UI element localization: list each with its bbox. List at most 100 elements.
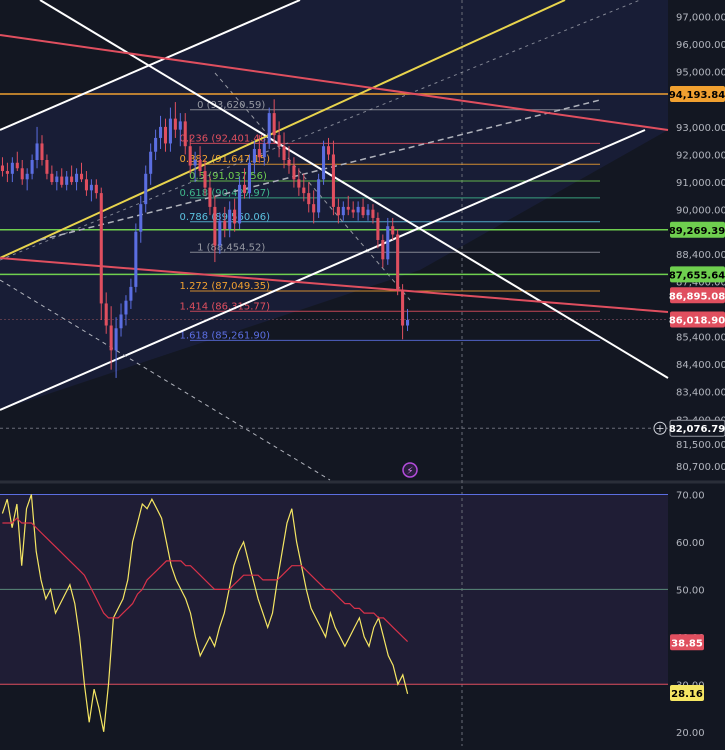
candle-body xyxy=(386,226,390,260)
candle-body xyxy=(381,240,385,260)
candle-body xyxy=(208,187,212,207)
price-axis-tick: 96,000.00 xyxy=(676,40,725,51)
candle-body xyxy=(233,209,237,224)
red-trend-line xyxy=(0,34,669,131)
price-axis-tick: 80,700.00 xyxy=(676,462,725,473)
candle-body xyxy=(89,184,93,191)
candle-body xyxy=(252,148,256,163)
channel-upper-line xyxy=(0,0,301,131)
candle-body xyxy=(144,173,148,205)
candle-body xyxy=(336,206,340,216)
candle-body xyxy=(228,209,232,229)
rsi-label-text: 28.16 xyxy=(671,689,703,700)
candle-body xyxy=(79,173,84,180)
yellow-trend-line xyxy=(0,0,566,259)
price-label-badge xyxy=(670,221,725,238)
candle-body xyxy=(25,173,29,180)
price-label-badge xyxy=(670,287,725,304)
candle-body xyxy=(223,220,227,229)
candle-body xyxy=(5,171,9,174)
candle-body xyxy=(104,303,108,326)
rsi-axis-tick: 70.00 xyxy=(676,490,705,501)
candle-body xyxy=(405,320,410,326)
price-label-text: 82,076.79 xyxy=(669,424,725,435)
candle-body xyxy=(99,193,103,304)
candle-body xyxy=(356,206,360,213)
candle-body xyxy=(119,314,123,329)
candle-body xyxy=(139,204,143,232)
candle-body xyxy=(242,184,247,194)
candle-body xyxy=(149,151,153,174)
candle-body xyxy=(238,184,242,224)
candle-body xyxy=(188,146,192,166)
candle-body xyxy=(75,173,79,183)
fib-level-label: 0.382 (91,647.15) xyxy=(180,154,271,165)
rsi-axis-tick: 50.00 xyxy=(676,585,705,596)
price-axis-tick: 88,400.00 xyxy=(676,250,725,261)
candle-body xyxy=(193,160,197,166)
candle-body xyxy=(114,328,118,351)
candle-body xyxy=(361,206,365,216)
candle-body xyxy=(351,209,355,213)
price-axis-tick: 81,500.00 xyxy=(676,440,725,451)
candle-body xyxy=(267,113,271,144)
rsi-label-badge xyxy=(670,685,704,702)
channel-lower-line xyxy=(0,129,646,411)
candle-body xyxy=(331,154,335,207)
red-trend-line xyxy=(0,257,669,313)
candle-body xyxy=(396,234,400,290)
candle-body xyxy=(45,160,49,174)
candle-body xyxy=(287,160,291,166)
fib-level-label: 0.5 (91,037.56) xyxy=(189,171,267,182)
fib-trend-line xyxy=(214,72,411,301)
price-axis-tick: 97,000.00 xyxy=(676,13,725,24)
fib-level-label: 0 (93,620.59) xyxy=(197,100,265,111)
candle-body xyxy=(317,179,321,213)
candle-body xyxy=(183,121,187,147)
dashed-trend-line xyxy=(0,0,641,261)
candle-body xyxy=(297,179,301,188)
price-label-text: 89,269.39 xyxy=(669,226,725,237)
candle-body xyxy=(94,184,98,194)
fib-level-label: 0.236 (92,401.48) xyxy=(180,133,271,144)
candle-body xyxy=(129,286,133,301)
price-label-text: 94,193.84 xyxy=(669,90,725,101)
dashed-trend-line xyxy=(39,99,601,241)
candle-body xyxy=(391,226,395,235)
price-axis-tick: 84,400.00 xyxy=(676,360,725,371)
candle-body xyxy=(84,179,88,191)
candle-body xyxy=(371,209,375,218)
price-label-text: 87,655.64 xyxy=(669,270,725,281)
fib-level-label: 1.272 (87,049.35) xyxy=(180,281,271,292)
candle-body xyxy=(262,143,266,158)
lightning-icon: ⚡ xyxy=(406,466,413,477)
candle-body xyxy=(326,146,331,155)
candle-body xyxy=(366,209,370,216)
candle-body xyxy=(0,165,5,172)
candle-body xyxy=(50,173,54,183)
candle-body xyxy=(203,171,207,188)
candle-body xyxy=(168,118,172,144)
price-label-badge xyxy=(670,311,725,328)
rsi-label-text: 38.85 xyxy=(671,638,703,649)
price-label-badge xyxy=(669,419,725,437)
candle-body xyxy=(70,176,74,183)
candle-body xyxy=(35,143,39,160)
candle-body xyxy=(124,300,128,315)
fib-level-label: 1.618 (85,261.90) xyxy=(180,330,271,341)
candle-body xyxy=(20,168,24,180)
candle-body xyxy=(173,118,177,130)
candle-body xyxy=(154,137,158,152)
price-axis-tick: 95,000.00 xyxy=(676,68,725,79)
rsi-axis-tick: 20.00 xyxy=(676,728,705,739)
candle-body xyxy=(10,162,14,174)
candle-body xyxy=(159,126,163,138)
fib-level-label: 1 (88,454.52) xyxy=(197,242,265,253)
price-axis-tick: 91,000.00 xyxy=(676,178,725,189)
price-label-text: 86,895.08 xyxy=(669,291,725,302)
candle-body xyxy=(282,146,286,160)
candle-body xyxy=(163,126,168,144)
dashed-trend-line xyxy=(0,279,331,481)
